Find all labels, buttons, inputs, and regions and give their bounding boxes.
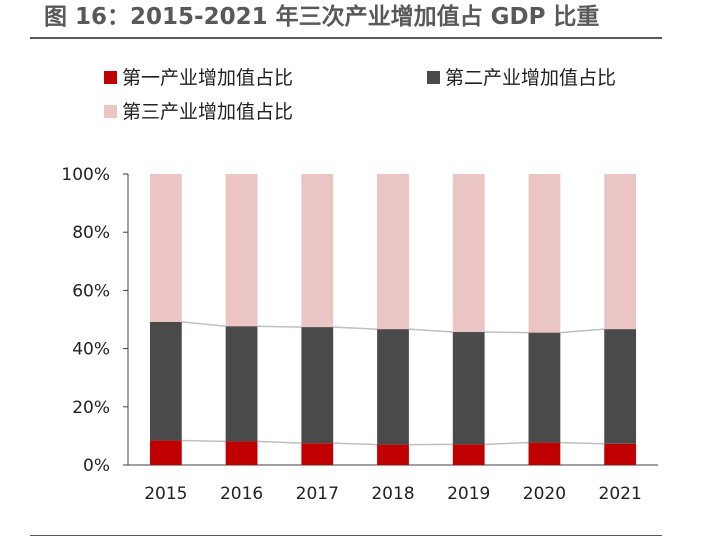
bar-2019-series-1	[452, 444, 485, 465]
x-tick-label-2021: 2021	[599, 484, 642, 504]
bar-2016-series-2	[225, 326, 258, 442]
x-tick-label-2019: 2019	[447, 484, 490, 504]
bar-2015-series-1	[149, 440, 182, 465]
x-tick-label-2017: 2017	[296, 484, 339, 504]
bar-2016-series-3	[225, 174, 258, 327]
bar-2021-series-3	[604, 174, 637, 330]
series-connector-2-2016	[257, 325, 302, 328]
series-connector-1-2020	[560, 441, 605, 445]
bar-2020-series-1	[528, 442, 561, 465]
series-connector-1-2016	[257, 440, 302, 444]
y-tick-label-60: 60%	[72, 281, 110, 301]
bar-2020-series-3	[528, 174, 561, 333]
bar-2017-series-1	[301, 443, 334, 465]
bar-2021-series-2	[604, 329, 637, 444]
legend-label-series-1: 第一产业增加值占比	[122, 67, 293, 89]
y-tick-label-20: 20%	[72, 398, 110, 418]
y-tick-label-100: 100%	[61, 165, 110, 185]
footer-divider	[30, 535, 662, 536]
series-connector-2-2020	[560, 328, 605, 334]
bar-2018-series-2	[377, 329, 409, 445]
legend-label-series-3: 第三产业增加值占比	[122, 101, 293, 123]
legend-label-series-2: 第二产业增加值占比	[445, 67, 616, 89]
bar-2017-series-2	[301, 327, 334, 444]
series-connector-1-2015	[181, 439, 226, 443]
bar-2018-series-3	[377, 174, 409, 330]
bar-2015-series-2	[149, 321, 182, 441]
legend-swatch-series-3	[104, 105, 117, 118]
x-tick-label-2020: 2020	[523, 484, 566, 504]
bar-2015-series-3	[149, 174, 182, 322]
bar-2019-series-2	[452, 332, 485, 445]
y-tick-label-0: 0%	[83, 456, 110, 476]
bar-2017-series-3	[301, 174, 334, 328]
figure-title: 图 16：2015-2021 年三次产业增加值占 GDP 比重	[44, 4, 600, 30]
bar-2019-series-3	[452, 174, 485, 333]
x-tick-label-2016: 2016	[220, 484, 263, 504]
series-connector-2-2019	[484, 331, 529, 334]
bar-2020-series-2	[528, 332, 561, 443]
series-connector-1-2017	[333, 442, 378, 446]
y-tick-label-40: 40%	[72, 340, 110, 360]
series-connector-2-2015	[181, 321, 226, 327]
series-connector-1-2019	[484, 441, 529, 446]
y-tick-label-80: 80%	[72, 223, 110, 243]
series-connector-2-2018	[408, 328, 453, 333]
bar-2018-series-1	[377, 444, 409, 465]
x-tick-label-2018: 2018	[371, 484, 414, 504]
x-tick-label-2015: 2015	[144, 484, 187, 504]
legend-swatch-series-1	[104, 71, 117, 84]
bar-2016-series-1	[225, 441, 258, 465]
legend-swatch-series-2	[427, 71, 440, 84]
bar-2021-series-1	[604, 443, 637, 465]
series-connector-2-2017	[333, 326, 378, 330]
title-divider	[30, 37, 662, 39]
